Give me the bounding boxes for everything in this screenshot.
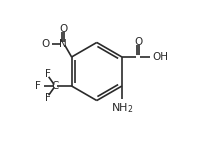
Text: N: N [59,38,67,48]
Text: C: C [52,81,59,91]
Text: OH: OH [152,52,168,62]
Text: F: F [45,69,50,79]
Text: O: O [41,38,50,48]
Text: O: O [59,24,67,34]
Text: F: F [35,81,41,91]
Text: NH$_2$: NH$_2$ [111,101,133,115]
Text: O: O [134,37,142,47]
Text: F: F [45,93,50,103]
